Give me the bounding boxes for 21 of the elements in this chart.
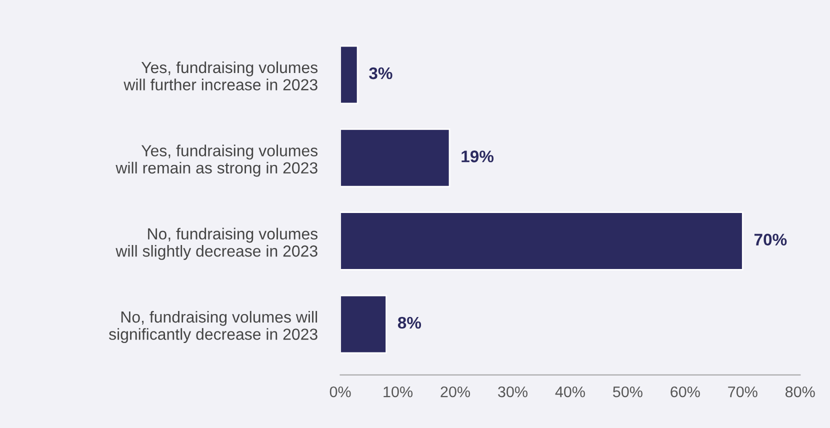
bar [340, 45, 358, 104]
bar [340, 294, 387, 354]
x-tick-label: 40% [555, 386, 585, 398]
x-tick-label: 0% [330, 386, 351, 398]
data-label: 70% [754, 234, 787, 246]
data-label: 19% [462, 150, 494, 162]
bar [340, 212, 744, 270]
data-label: 3% [369, 67, 392, 80]
x-tick-label: 70% [728, 386, 758, 398]
bar [340, 128, 450, 188]
y-tick-label: No, fundraising volumes will significantly decrease in 2023 [108, 310, 318, 344]
x-tick-label: 10% [384, 386, 413, 398]
x-tick-label: 20% [440, 386, 470, 398]
x-tick-label: 50% [613, 386, 642, 398]
y-tick-label: No, fundraising volumes will slightly decrease in 2023 [116, 228, 318, 260]
y-tick-label: Yes, fundraising volumes will remain as strong in 2023 [116, 144, 318, 177]
x-tick-label: 30% [498, 386, 528, 398]
x-tick-label: 80% [785, 386, 815, 398]
data-label: 8% [398, 316, 422, 329]
x-tick-label: 60% [670, 386, 700, 398]
y-tick-label: Yes, fundraising volumes will further increase in 2023 [124, 61, 318, 90]
